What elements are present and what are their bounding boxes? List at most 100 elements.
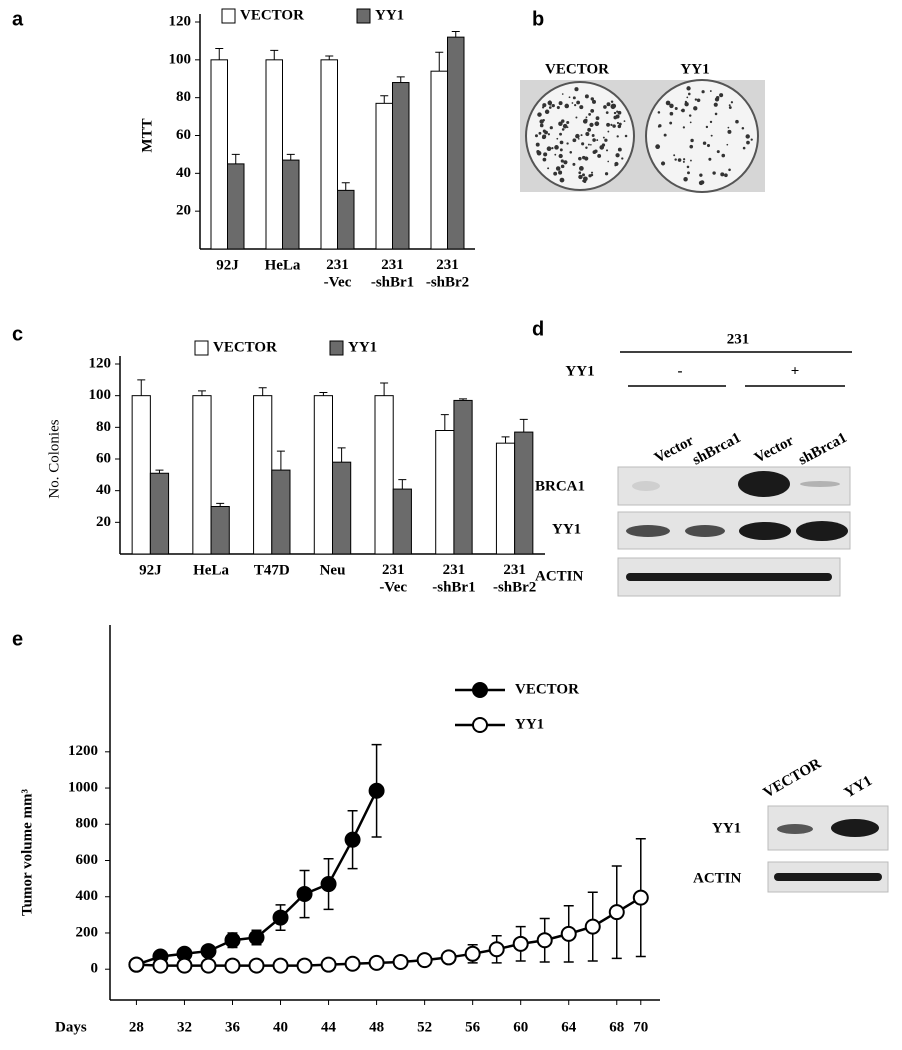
legend-marker: [472, 717, 488, 733]
colony-dot: [604, 138, 608, 142]
colony-dot: [660, 161, 666, 166]
colony-dot: [577, 138, 580, 140]
bar: [227, 163, 245, 250]
data-point: [368, 954, 385, 971]
data-point: [152, 957, 169, 974]
colony-dot: [669, 121, 673, 125]
colony-dot: [590, 109, 595, 113]
bar: [375, 102, 393, 250]
label-line: 231: [381, 257, 404, 273]
blot-cell-line: 231: [727, 331, 750, 347]
colony-dot: [572, 96, 576, 100]
colony-dot: [584, 156, 589, 161]
blot-state: +: [791, 363, 800, 379]
y-tick-label: 40: [96, 482, 111, 498]
colony-dot: [590, 123, 594, 126]
colony-dot: [698, 180, 704, 186]
colony-dot: [551, 103, 555, 108]
data-point: [488, 941, 505, 958]
colony-dot: [553, 171, 558, 176]
error-bar: [155, 469, 164, 474]
colony-dot: [615, 153, 620, 158]
error-bar: [215, 47, 224, 60]
colony-dot: [588, 113, 592, 116]
error-bar: [216, 502, 225, 507]
colony-dot: [602, 136, 605, 139]
colony-dot: [592, 138, 596, 142]
colony-dot: [657, 125, 661, 128]
blot-row-label: ACTIN: [693, 870, 742, 886]
colony-dot: [572, 162, 576, 166]
x-tick-label: 231 -shBr1: [432, 562, 475, 595]
colony-dot: [579, 105, 584, 110]
colony-dot: [728, 168, 731, 172]
bar: [392, 488, 412, 555]
panel-label: c: [12, 323, 23, 345]
legend-swatch: [329, 340, 344, 356]
bar: [495, 442, 516, 555]
lane-label: shBrca1: [690, 430, 744, 469]
colony-dot: [701, 90, 705, 94]
legend-label: YY1: [348, 339, 377, 355]
colony-dot: [605, 111, 609, 114]
colony-dot: [689, 144, 694, 149]
lane-label: YY1: [842, 773, 875, 801]
bar: [435, 430, 455, 555]
y-tick-label: 80: [96, 419, 111, 435]
data-point: [176, 957, 193, 974]
colony-dot: [684, 102, 689, 107]
colony-dot: [690, 159, 692, 162]
colony-dot: [587, 127, 592, 132]
y-tick-label: 1200: [68, 743, 98, 759]
colony-dot: [594, 149, 598, 154]
bar: [192, 395, 212, 555]
data-point: [248, 929, 265, 946]
colony-dot: [712, 171, 716, 175]
y-tick-label: 120: [89, 355, 112, 371]
label-line: -shBr1: [432, 580, 475, 596]
data-point: [200, 957, 217, 974]
colony-dot: [568, 96, 571, 99]
blot-strip: [617, 466, 851, 506]
error-bar: [519, 418, 528, 433]
colony-dot: [669, 103, 674, 109]
y-tick-label: 60: [176, 127, 191, 143]
colony-dot: [585, 132, 590, 137]
colony-dot: [709, 120, 713, 124]
error-bar: [380, 382, 389, 396]
legend-swatch: [194, 340, 209, 356]
colony-dot: [694, 98, 698, 101]
colony-dot: [709, 90, 712, 92]
colony-dot: [686, 96, 689, 99]
colony-dot: [714, 112, 718, 116]
label-line: 231: [503, 562, 526, 578]
colony-dot: [562, 123, 568, 129]
bar: [210, 59, 228, 250]
blot-row-label: BRCA1: [535, 478, 585, 494]
bar: [332, 461, 352, 555]
colony-dot: [546, 146, 552, 152]
colony-dot: [687, 171, 690, 175]
colony-dot: [538, 131, 542, 135]
colony-dot: [693, 106, 698, 111]
blot-band: [774, 873, 882, 881]
colony-dot: [613, 111, 617, 115]
colony-dot: [741, 127, 745, 130]
colony-dot: [559, 140, 564, 145]
y-axis-label: No. Colonies: [46, 419, 62, 498]
colony-dot: [682, 160, 685, 163]
bar: [514, 431, 534, 555]
x-tick-label: 68: [609, 1019, 624, 1035]
colony-dot: [607, 130, 610, 133]
colony-dot: [537, 112, 542, 117]
blot-band: [626, 525, 670, 537]
bar: [337, 189, 355, 250]
colony-dot: [585, 146, 588, 150]
colony-dot: [728, 106, 732, 109]
colony-dot: [578, 166, 584, 171]
colony-dot: [617, 124, 622, 129]
error-bar: [286, 153, 295, 161]
colony-dot: [583, 176, 588, 182]
